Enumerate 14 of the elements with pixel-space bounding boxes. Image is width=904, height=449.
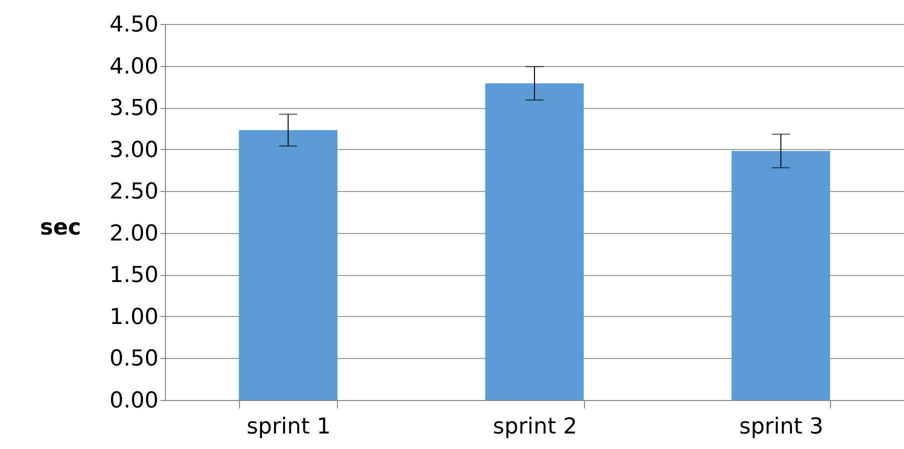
y-tick-label: 0.50: [110, 346, 158, 372]
x-tick-label: sprint 3: [739, 414, 824, 440]
x-tick-label: sprint 2: [492, 414, 578, 440]
y-tick-label: 2.50: [110, 180, 158, 205]
y-tick-label: 4.50: [110, 12, 158, 38]
y-tick-label: 2.00: [110, 221, 158, 246]
y-tick-label: 1.00: [110, 304, 158, 330]
y-tick-label: 1.50: [110, 263, 158, 288]
x-tick-label: sprint 1: [246, 414, 331, 440]
y-tick-label: 0.00: [110, 388, 158, 414]
y-tick-label: 4.00: [110, 54, 158, 80]
y-axis-title: sec: [40, 216, 82, 240]
y-tick-label: 3.00: [110, 138, 158, 163]
y-tick-label: 3.50: [110, 96, 158, 122]
